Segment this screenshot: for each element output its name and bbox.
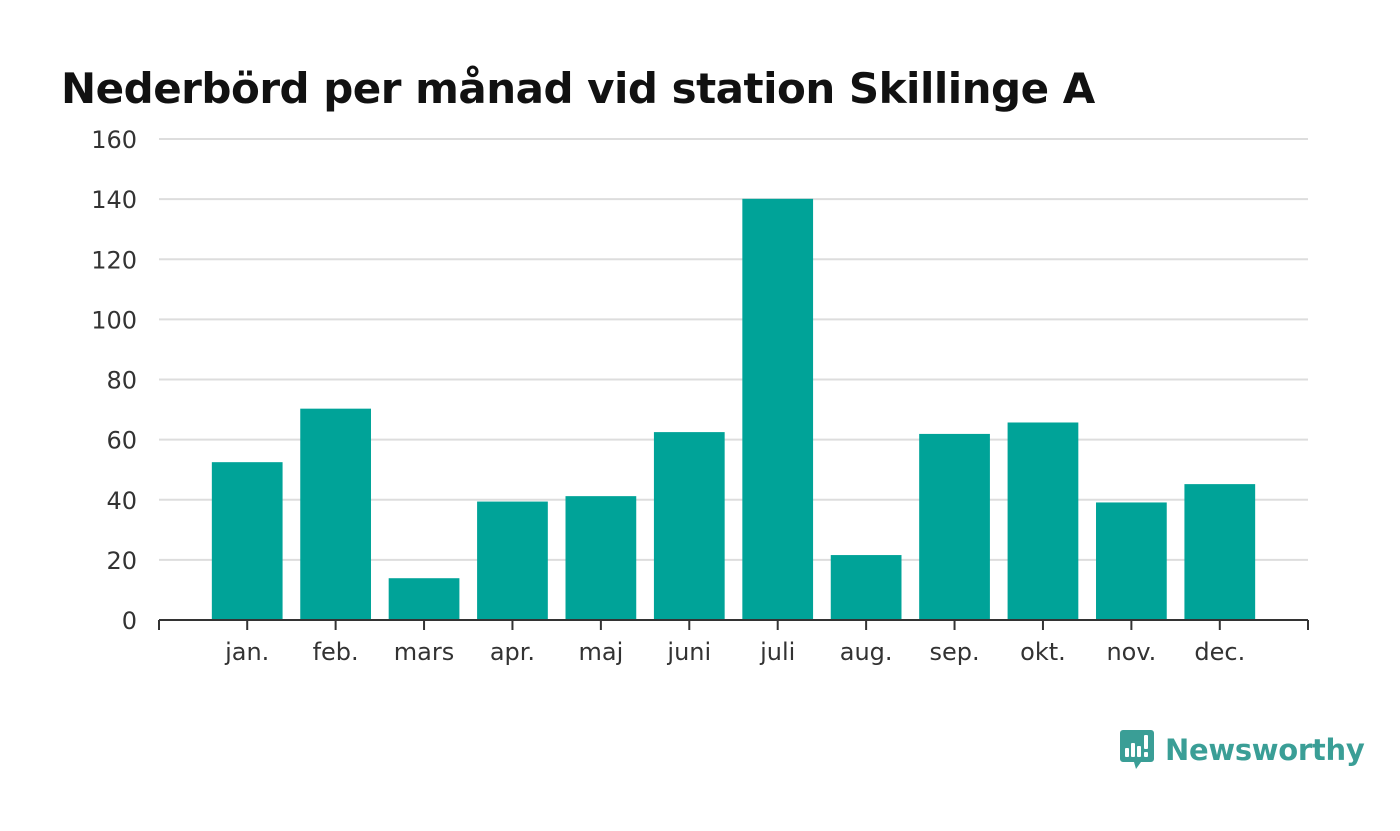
- x-tick-label: juli: [759, 638, 795, 666]
- x-tick-label: sep.: [929, 638, 979, 666]
- y-tick-label: 140: [91, 186, 137, 214]
- bar: [1184, 484, 1256, 620]
- x-tick-label: okt.: [1020, 638, 1066, 666]
- y-tick-label: 80: [106, 367, 137, 395]
- bar: [388, 578, 460, 620]
- y-tick-label: 160: [91, 126, 137, 154]
- bar: [653, 432, 725, 620]
- x-tick-labels: jan. feb. mars apr. maj juni juli aug. sep. okt. n…: [224, 638, 1245, 666]
- x-axis: [158, 619, 1309, 630]
- x-tick-label: juni: [666, 638, 711, 666]
- bars: [211, 198, 1256, 620]
- x-tick-label: aug.: [840, 638, 893, 666]
- y-tick-label: 60: [106, 427, 137, 455]
- newsworthy-logo-icon: [1120, 730, 1154, 769]
- brand-name: Newsworthy: [1165, 733, 1365, 767]
- y-tick-label: 20: [106, 547, 137, 575]
- x-tick-label: maj: [578, 638, 623, 666]
- x-tick-label: feb.: [313, 638, 359, 666]
- bar: [919, 433, 990, 620]
- bar: [1096, 502, 1167, 620]
- bar: [1007, 422, 1079, 620]
- x-tick-label: nov.: [1106, 638, 1156, 666]
- chart-title: Nederbörd per månad vid station Skilling…: [61, 64, 1095, 113]
- y-tick-label: 0: [122, 607, 137, 635]
- x-tick-label: jan.: [224, 638, 269, 666]
- x-tick-label: dec.: [1194, 638, 1245, 666]
- x-tick-label: apr.: [490, 638, 535, 666]
- bar: [211, 462, 283, 620]
- y-tick-label: 40: [106, 487, 137, 515]
- y-tick-label: 100: [91, 306, 137, 334]
- bar: [565, 496, 637, 620]
- y-tick-label: 120: [91, 246, 137, 274]
- bar: [830, 555, 902, 620]
- y-tick-labels: 0 20 40 60 80 100 120 140 160: [91, 126, 137, 635]
- x-tick-label: mars: [394, 638, 454, 666]
- bar: [300, 408, 371, 620]
- bar: [477, 501, 548, 620]
- brand-logo: Newsworthy: [1119, 728, 1365, 772]
- bar: [742, 198, 814, 620]
